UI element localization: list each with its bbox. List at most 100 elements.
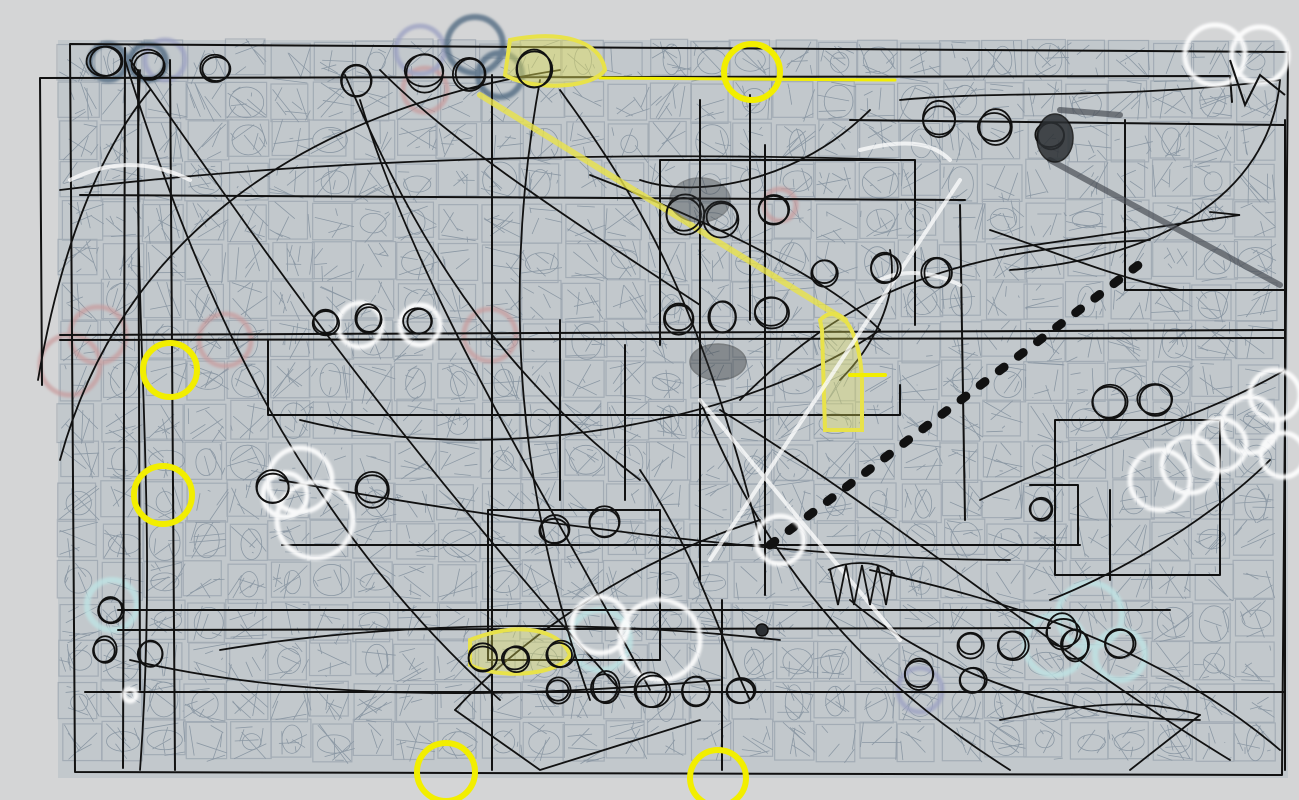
hatch-line <box>1237 742 1261 749</box>
hatch-line <box>81 418 91 443</box>
hatch-line <box>234 690 260 714</box>
hatch-line <box>1199 289 1207 299</box>
hatch-line <box>1240 449 1270 478</box>
hatch-cell <box>352 601 391 643</box>
hatch-line <box>992 106 1010 109</box>
hatch-line <box>249 538 258 548</box>
hatch-line <box>492 563 521 569</box>
hatch-line <box>1158 563 1184 600</box>
hatch-line <box>1119 367 1146 378</box>
hatch-line <box>1249 185 1270 204</box>
hatch-line <box>1126 80 1141 84</box>
ink-loop <box>757 195 790 226</box>
hatch-line <box>784 406 809 429</box>
hatch-line <box>880 629 897 638</box>
hatch-cell <box>59 120 98 161</box>
hatch-line <box>431 287 438 311</box>
hatch-line <box>1077 389 1088 391</box>
hatch-line <box>370 332 382 360</box>
hatch-cell <box>650 38 689 76</box>
hatch-cell <box>271 601 310 639</box>
ink-loop <box>255 472 290 504</box>
hatch-line <box>318 643 323 655</box>
hatch-line <box>504 454 517 471</box>
hatch-line <box>1089 124 1109 136</box>
hatch-line <box>955 449 978 475</box>
hatch-line <box>405 206 437 225</box>
hatch-line <box>1115 576 1132 596</box>
hatch-line <box>1235 527 1243 536</box>
ink-curve <box>129 59 621 691</box>
white-stroke <box>708 178 962 562</box>
hatch-cell <box>815 203 859 241</box>
hatch-line <box>986 212 1002 222</box>
hatch-line <box>232 577 245 599</box>
hatch-line <box>1173 206 1179 214</box>
hatch-line <box>284 110 307 114</box>
hatch-line <box>398 126 437 136</box>
hatch-line <box>549 371 558 396</box>
spring-cap <box>827 562 896 576</box>
hatch-line <box>947 651 968 668</box>
hatch-cell <box>813 680 856 719</box>
hatch-line <box>199 213 207 228</box>
hatch-line <box>372 530 392 533</box>
hatch-line <box>193 62 198 70</box>
hatch-line <box>986 430 1003 433</box>
hatch-line <box>125 361 139 392</box>
hatch-line <box>565 448 580 476</box>
hatch-line <box>880 217 888 230</box>
hatch-line <box>402 653 419 674</box>
hatch-line <box>500 363 518 400</box>
hatch-cell <box>1233 683 1275 723</box>
hatch-line <box>83 86 97 110</box>
hatch-loop <box>1203 171 1223 192</box>
hatch-cell <box>393 643 436 682</box>
hatch-cell <box>1023 361 1064 401</box>
hatch-cell <box>477 640 516 678</box>
hatch-line <box>1084 553 1090 558</box>
hatch-line <box>650 95 662 106</box>
hatch-line <box>307 214 311 238</box>
hatch-line <box>1116 339 1141 357</box>
hatch-line <box>347 165 356 195</box>
hatch-line <box>694 111 714 121</box>
hatch-line <box>251 244 260 272</box>
hatch-line <box>1109 430 1147 439</box>
hatch-cell <box>1067 39 1106 79</box>
hatch-line <box>1247 725 1261 753</box>
ink-curve <box>699 399 1011 771</box>
hatch-line <box>438 289 456 313</box>
hatch-line <box>798 724 806 734</box>
hatch-line <box>1004 560 1009 563</box>
ink-loop <box>97 596 123 624</box>
hatch-line <box>576 205 595 208</box>
hatch-line <box>287 52 303 79</box>
hatch-line <box>1216 625 1222 641</box>
hatch-line <box>1124 345 1140 362</box>
hatch-line <box>907 603 934 620</box>
inner-rect <box>267 339 901 416</box>
hatch-line <box>1210 330 1237 359</box>
hatch-line <box>421 248 433 264</box>
ink-loop <box>538 517 570 544</box>
hatch-line <box>587 448 594 451</box>
hatch-line <box>533 442 561 446</box>
hatch-line <box>1026 171 1032 198</box>
hatch-line <box>251 656 261 672</box>
hatch-line <box>201 123 226 148</box>
hatch-line <box>615 737 643 739</box>
hatch-cell <box>224 38 266 76</box>
hatch-line <box>1197 201 1203 220</box>
hatch-line <box>655 480 673 507</box>
hatch-line <box>365 153 376 159</box>
hatch-line <box>989 740 1026 749</box>
hatch-loop <box>193 523 220 559</box>
hatch-line <box>747 652 773 677</box>
hatch-line <box>504 136 516 139</box>
white-stroke <box>858 141 952 162</box>
hatch-line <box>789 652 815 681</box>
hatch-loop <box>1114 367 1143 397</box>
hatch-line <box>211 632 222 637</box>
hatch-cell <box>482 561 521 600</box>
